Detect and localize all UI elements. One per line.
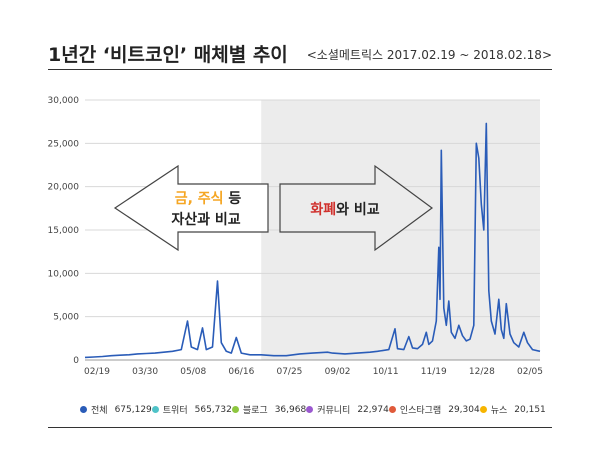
legend-value: 675,129: [114, 404, 152, 415]
left-arrow-annotation: 금, 주식 등 자산과 비교: [113, 164, 269, 252]
title-divider: [48, 69, 552, 70]
legend-dot: [388, 406, 396, 413]
legend-value: 20,151: [514, 404, 546, 415]
right-arrow-shape: [279, 164, 434, 252]
legend-value: 565,732: [194, 404, 232, 415]
legend-name: 블로그: [242, 406, 268, 416]
left-arrow-suffix: 등: [224, 191, 242, 207]
legend-item: 트위터 565,732: [151, 403, 232, 416]
chart-title: 1년간 ‘비트코인’ 매체별 추이: [48, 44, 288, 66]
x-tick-label: 03/30: [132, 367, 158, 377]
series-line-total: [84, 122, 541, 359]
x-tick-label: 10/11: [373, 367, 399, 377]
left-arrow-shape: [113, 164, 269, 252]
left-arrow-highlight: 금, 주식: [175, 191, 224, 207]
y-tick-label: 5,000: [53, 313, 79, 323]
right-arrow-annotation: 화폐와 비교: [279, 164, 434, 252]
y-tick-label: 10,000: [48, 269, 80, 279]
y-tick-label: 30,000: [48, 96, 80, 106]
left-arrow-line1: 금, 주식 등: [175, 191, 242, 207]
legend-dot: [306, 406, 314, 413]
y-tick-label: 25,000: [48, 139, 80, 149]
legend-dot: [231, 406, 239, 413]
source-note: <소셜메트릭스 2017.02.19 ~ 2018.02.18>: [306, 48, 552, 62]
legend-dot: [151, 406, 159, 413]
legend-item: 뉴스 20,151: [479, 403, 546, 416]
x-tick-label: 05/08: [180, 367, 206, 377]
footer-divider: [48, 427, 552, 428]
legend-item: 인스타그램 29,304: [388, 403, 480, 416]
legend: 전체 675,129 트위터 565,732 블로그 36,968 커뮤니티 22,974 인스…: [80, 403, 546, 416]
legend-name: 트위터: [162, 406, 188, 416]
right-arrow-text: 화폐와 비교: [310, 201, 379, 218]
legend-value: 29,304: [448, 404, 480, 415]
x-tick-label: 12/28: [469, 367, 495, 377]
y-tick-label: 0: [73, 356, 79, 366]
x-tick-label: 09/02: [325, 367, 351, 377]
x-tick-label: 02/05: [517, 367, 543, 377]
legend-name: 커뮤니티: [317, 406, 351, 416]
legend-name: 뉴스: [490, 406, 508, 416]
right-arrow-suffix: 와 비교: [336, 201, 380, 218]
x-tick-label: 06/16: [228, 367, 254, 377]
legend-name: 전체: [91, 406, 108, 416]
y-axis-ticks: 0 5,000 10,000 15,000 20,000 25,000 30,000: [48, 96, 80, 366]
right-arrow-highlight: 화폐: [310, 202, 336, 218]
legend-value: 22,974: [357, 404, 389, 415]
legend-item: 커뮤니티 22,974: [306, 403, 389, 416]
y-tick-label: 20,000: [48, 183, 80, 193]
legend-name: 인스타그램: [399, 406, 442, 416]
y-tick-label: 15,000: [48, 226, 80, 236]
legend-dot: [80, 406, 87, 413]
legend-value: 36,968: [274, 404, 307, 415]
left-arrow-line2: 자산과 비교: [171, 211, 240, 228]
x-axis-ticks: 02/19 03/30 05/08 06/16 07/25 09/02 10/11 11/19…: [84, 367, 543, 377]
x-tick-label: 11/19: [421, 367, 447, 377]
x-tick-label: 02/19: [84, 367, 110, 377]
x-tick-label: 07/25: [276, 367, 302, 377]
legend-dot: [479, 406, 487, 413]
legend-item: 블로그 36,968: [231, 403, 307, 416]
legend-item: 전체 675,129: [80, 403, 152, 416]
